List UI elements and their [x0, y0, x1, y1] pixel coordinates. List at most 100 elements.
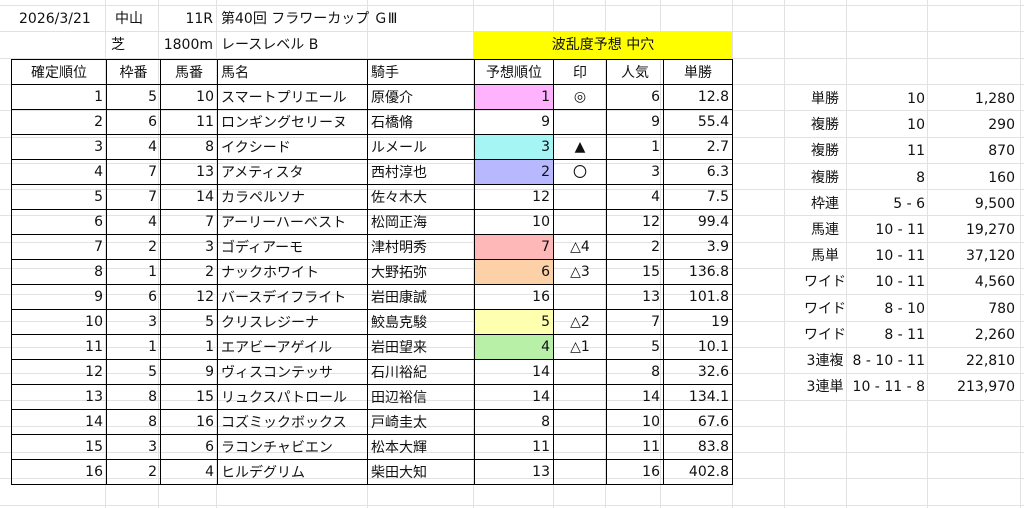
- umaban-cell: 6: [160, 434, 218, 460]
- horse-name-cell: ヴィスコンテッサ: [217, 359, 368, 385]
- rank-cell: 12: [11, 359, 107, 385]
- rank-cell: 3: [11, 134, 107, 160]
- table-row: 12 5 9 ヴィスコンテッサ 石川裕紀 14 8 32.6: [11, 359, 733, 385]
- jockey-cell: 柴田大知: [367, 459, 475, 485]
- predicted-rank-cell: 12: [474, 184, 554, 210]
- popularity-cell: 8: [606, 359, 664, 385]
- payout-amount: 213,970: [957, 379, 1015, 396]
- mark-cell: △4: [553, 234, 607, 260]
- grid-row-line: [0, 31, 1024, 32]
- payout-amount: 37,120: [966, 248, 1015, 265]
- payout-amount: 1,280: [974, 91, 1015, 107]
- jockey-cell: 岩田康誠: [367, 284, 475, 310]
- table-row: 7 2 3 ゴディアーモ 津村明秀 7 △4 2 3.9: [11, 234, 733, 260]
- popularity-cell: 5: [606, 334, 664, 360]
- header-cell: 人気: [606, 59, 664, 85]
- table-row: 6 4 7 アーリーハーベスト 松岡正海 10 12 99.4: [11, 209, 733, 235]
- jockey-cell: 鮫島克駿: [367, 309, 475, 335]
- waku-cell: 7: [106, 159, 161, 185]
- waku-cell: 5: [106, 359, 161, 385]
- mark-cell: [553, 459, 607, 485]
- payout-amount: 160: [988, 169, 1015, 186]
- results-table: 確定順位 枠番 馬番 馬名 騎手 予想順位 印 人気 単勝 1 5 10 スマートプリ…: [11, 59, 733, 485]
- payout-amount: 780: [988, 300, 1015, 317]
- horse-name-cell: アーリーハーベスト: [217, 209, 368, 235]
- mark-cell: [553, 109, 607, 135]
- payout-combo: 10: [907, 117, 925, 134]
- payout-combo: 10 - 11: [875, 274, 925, 291]
- waku-cell: 2: [106, 459, 161, 485]
- payout-type: 枠連: [811, 195, 839, 212]
- grid-row-line: [0, 5, 1024, 6]
- rank-cell: 8: [11, 259, 107, 285]
- payout-combo: 10 - 11: [875, 248, 925, 265]
- payout-combo: 10 - 11: [875, 222, 925, 238]
- predicted-rank-cell: 3: [474, 134, 554, 160]
- predicted-rank-cell: 11: [474, 434, 554, 460]
- jockey-cell: 西村淳也: [367, 159, 475, 185]
- win-odds-cell: 134.1: [663, 384, 733, 410]
- header-cell: 予想順位: [474, 59, 554, 85]
- predicted-rank-cell: 14: [474, 384, 554, 410]
- mark-cell: 〇: [553, 159, 607, 185]
- mark-cell: △3: [553, 259, 607, 285]
- jockey-cell: 松本大輝: [367, 434, 475, 460]
- mark-cell: [553, 434, 607, 460]
- horse-name-cell: コズミックボックス: [217, 409, 368, 435]
- race-surface: 芝: [111, 37, 125, 53]
- payout-type: 馬単: [811, 248, 839, 265]
- win-odds-cell: 83.8: [663, 434, 733, 460]
- rank-cell: 9: [11, 284, 107, 310]
- predicted-rank-cell: 7: [474, 234, 554, 260]
- win-odds-cell: 6.3: [663, 159, 733, 185]
- popularity-cell: 3: [606, 159, 664, 185]
- umaban-cell: 7: [160, 209, 218, 235]
- payout-type: 3連単: [806, 379, 844, 396]
- mark-cell: [553, 184, 607, 210]
- payout-amount: 9,500: [974, 195, 1015, 212]
- popularity-cell: 6: [606, 84, 664, 110]
- mark-cell: [553, 359, 607, 385]
- popularity-cell: 1: [606, 134, 664, 160]
- table-row: 15 3 6 ラコンチャビエン 松本大輝 11 11 83.8: [11, 434, 733, 460]
- payout-combo: 8 - 10: [884, 300, 925, 317]
- jockey-cell: 原優介: [367, 84, 475, 110]
- predicted-rank-cell: 9: [474, 109, 554, 135]
- mark-cell: [553, 384, 607, 410]
- popularity-cell: 14: [606, 384, 664, 410]
- umaban-cell: 8: [160, 134, 218, 160]
- table-row: 11 1 1 エアビーアゲイル 岩田望来 4 △1 5 10.1: [11, 334, 733, 360]
- payout-combo: 10 - 11 - 8: [852, 379, 925, 396]
- header-cell: 印: [553, 59, 607, 85]
- payout-combo: 8 - 10 - 11: [852, 353, 925, 369]
- win-odds-cell: 12.8: [663, 84, 733, 110]
- waku-cell: 4: [106, 209, 161, 235]
- horse-name-cell: エアビーアゲイル: [217, 334, 368, 360]
- waku-cell: 1: [106, 259, 161, 285]
- grid-row-line: [0, 505, 1024, 506]
- rank-cell: 13: [11, 384, 107, 410]
- jockey-cell: 戸崎圭太: [367, 409, 475, 435]
- race-number: 11R: [185, 11, 213, 27]
- race-level: レースレベル B: [221, 37, 319, 53]
- grid-column-line: [846, 0, 847, 508]
- payout-combo: 8: [916, 169, 925, 186]
- umaban-cell: 16: [160, 409, 218, 435]
- payout-amount: 22,810: [966, 353, 1015, 369]
- table-row: 2 6 11 ロンギングセリーヌ 石橋脩 9 9 55.4: [11, 109, 733, 135]
- payout-combo: 8 - 11: [884, 326, 925, 343]
- rank-cell: 7: [11, 234, 107, 260]
- rank-cell: 14: [11, 409, 107, 435]
- waku-cell: 4: [106, 134, 161, 160]
- horse-name-cell: アメティスタ: [217, 159, 368, 185]
- umaban-cell: 14: [160, 184, 218, 210]
- rank-cell: 11: [11, 334, 107, 360]
- payout-amount: 290: [988, 117, 1015, 134]
- grid-column-line: [1020, 0, 1021, 508]
- umaban-cell: 11: [160, 109, 218, 135]
- umaban-cell: 13: [160, 159, 218, 185]
- mark-cell: △2: [553, 309, 607, 335]
- horse-name-cell: ラコンチャビエン: [217, 434, 368, 460]
- jockey-cell: 佐々木大: [367, 184, 475, 210]
